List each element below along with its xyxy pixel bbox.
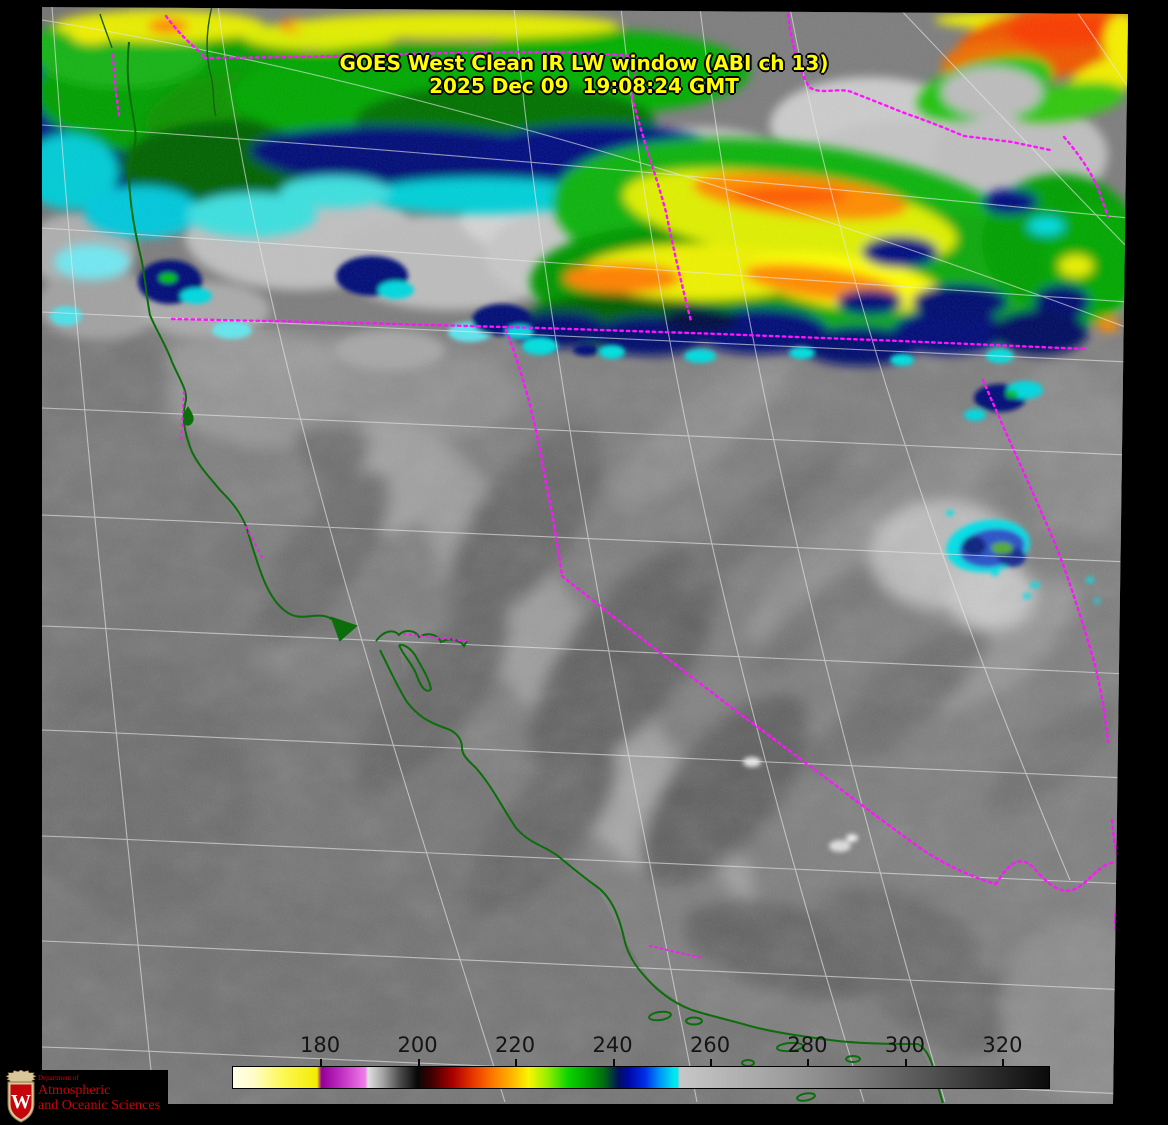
image-grain xyxy=(42,7,1128,1104)
colorbar-tick xyxy=(807,1059,810,1066)
colorbar-tick-label: 280 xyxy=(787,1033,828,1057)
colorbar-tick-label: 240 xyxy=(592,1033,633,1057)
colorbar-tick-label: 200 xyxy=(397,1033,438,1057)
colorbar-tick-label: 300 xyxy=(884,1033,925,1057)
colorbar-tick xyxy=(417,1059,420,1066)
uw-aos-logo-text: Department of Atmospheric and Oceanic Sc… xyxy=(38,1074,160,1113)
uw-aos-logo: W Department of Atmospheric and Oceanic … xyxy=(0,1070,168,1125)
colorbar-tick xyxy=(320,1059,323,1066)
colorbar-tick-label: 180 xyxy=(299,1033,341,1057)
logo-name-line1: Atmospheric xyxy=(38,1083,111,1098)
colorbar-tick xyxy=(904,1059,907,1066)
colorbar-tick xyxy=(515,1059,518,1066)
colorbar-tick-label: 320 xyxy=(982,1033,1023,1057)
colorbar-tick xyxy=(612,1059,615,1066)
colorbar-tick-label: 260 xyxy=(689,1033,731,1057)
state-borders xyxy=(111,12,1126,959)
colorbar-tick xyxy=(710,1059,713,1066)
colorbar-tick xyxy=(1002,1059,1005,1066)
colorbar-tick-label: 220 xyxy=(494,1033,536,1057)
svg-text:W: W xyxy=(11,1091,31,1113)
temperature-colorbar: 180 200 220 240 260 280 300 320 xyxy=(232,1033,1050,1089)
logo-dept-line: Department of xyxy=(38,1074,79,1082)
uw-crest-icon: W xyxy=(5,1070,37,1123)
bottom-border xyxy=(0,1104,1168,1125)
logo-name-line2: and Oceanic Sciences xyxy=(38,1098,161,1113)
colorbar-gradient xyxy=(232,1066,1050,1089)
coastline xyxy=(99,7,944,1104)
